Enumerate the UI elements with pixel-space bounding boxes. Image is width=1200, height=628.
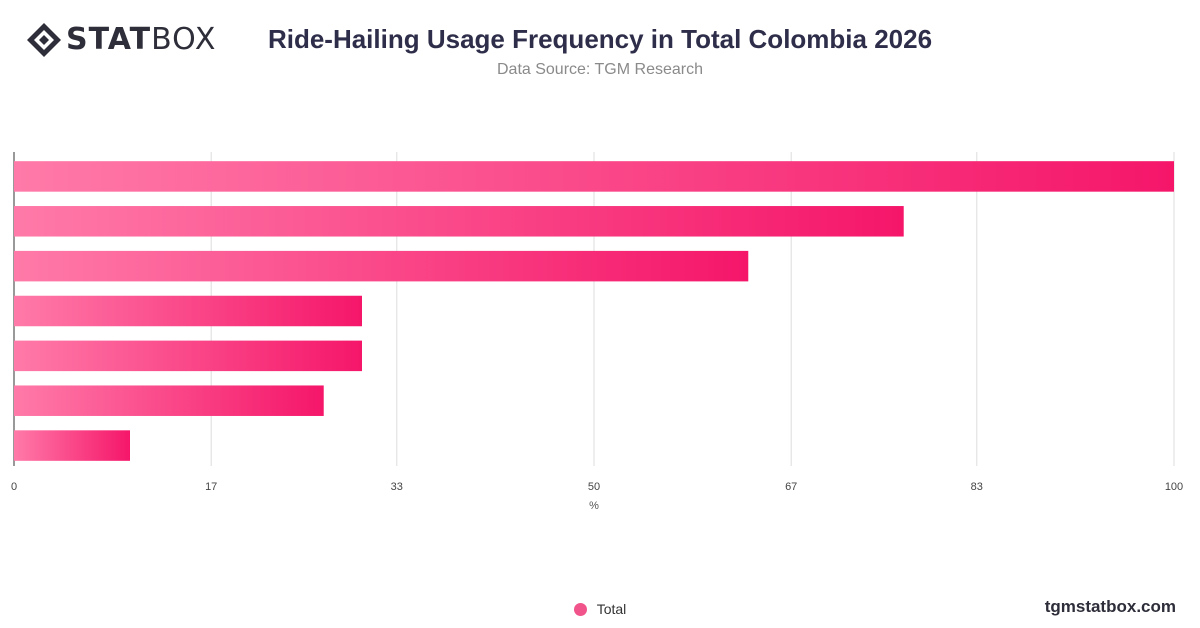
bar[interactable] (14, 295, 362, 327)
logo-bold-text: STAT (66, 22, 152, 57)
bar-chart: 0 17 33 50 67 83 100 % (11, 152, 1183, 512)
legend-marker (573, 603, 587, 616)
chart-subtitle: Data Source: TGM Research (496, 61, 703, 78)
logo-light-text: BOX (151, 22, 217, 57)
bar[interactable] (14, 250, 749, 282)
bar[interactable] (14, 430, 130, 461)
x-tick-label: 50 (588, 481, 600, 493)
x-tick-label: 67 (785, 481, 797, 493)
bar[interactable] (14, 161, 1174, 192)
footer-brand: tgmstatbox.com (1044, 597, 1176, 616)
legend-label: Total (596, 601, 627, 617)
x-tick-label: 33 (391, 481, 403, 493)
x-axis-label: % (589, 500, 599, 512)
bar[interactable] (14, 206, 904, 237)
x-tick-label: 83 (971, 481, 983, 493)
x-tick-label: 17 (205, 481, 217, 493)
logo-wordmark: STATBOX (66, 22, 216, 58)
chart-title: Ride-Hailing Usage Frequency in Total Co… (267, 24, 933, 54)
x-tick-label: 0 (11, 481, 17, 493)
bar[interactable] (14, 340, 362, 372)
x-tick-label: 100 (1165, 481, 1183, 493)
statbox-diamond-icon (27, 23, 61, 57)
chart-legend[interactable]: Total (0, 601, 1200, 617)
statbox-logo: STATBOX (26, 22, 236, 58)
bar[interactable] (14, 385, 324, 416)
